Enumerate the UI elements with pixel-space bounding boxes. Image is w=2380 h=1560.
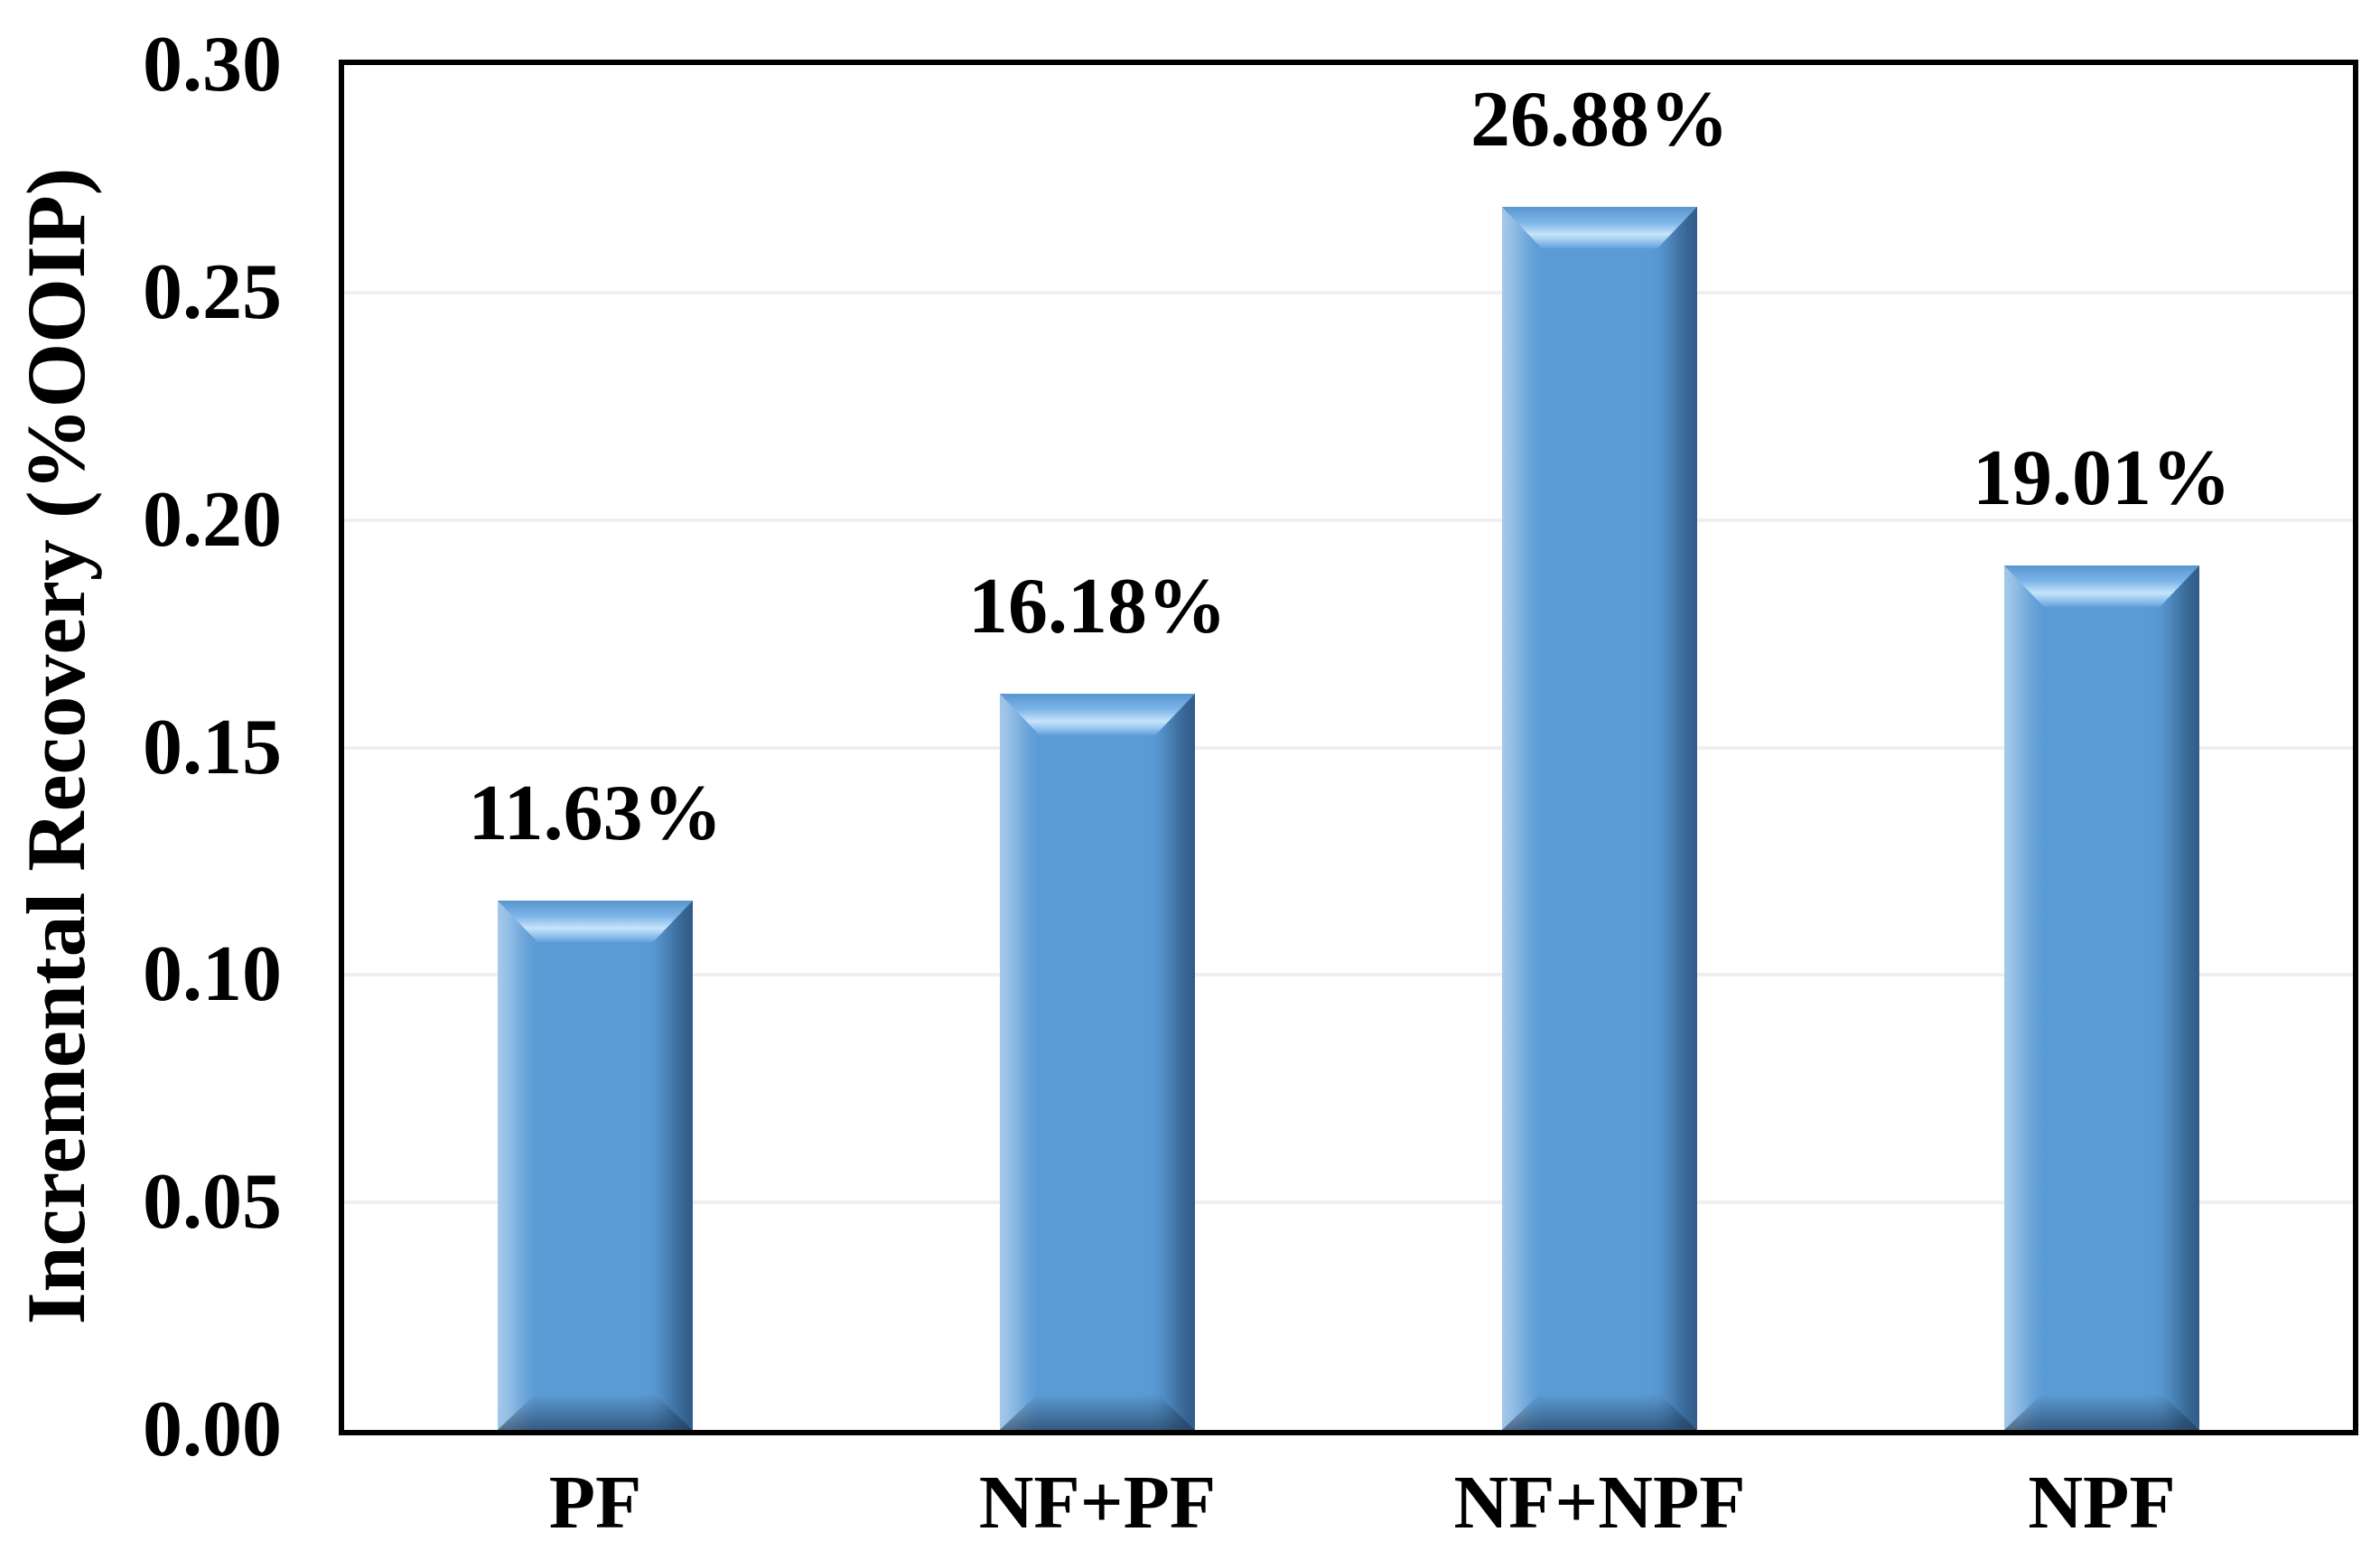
plot-area xyxy=(339,60,2358,1435)
y-tick-label: 0.15 xyxy=(143,704,282,791)
x-axis-label-PF: PF xyxy=(548,1461,642,1545)
y-tick-label: 0.20 xyxy=(143,476,282,564)
x-axis-label-NF+NPF: NF+NPF xyxy=(1453,1461,1746,1545)
bar-NF+PF xyxy=(1000,694,1195,1430)
y-tick-label: 0.25 xyxy=(143,248,282,336)
y-tick-label: 0.10 xyxy=(143,930,282,1018)
bar-value-label: 26.88% xyxy=(1470,76,1729,163)
gridline xyxy=(344,1200,2353,1205)
gridline xyxy=(344,745,2353,750)
gridline xyxy=(344,518,2353,522)
y-tick-label: 0.05 xyxy=(143,1158,282,1246)
x-axis-label-NPF: NPF xyxy=(2028,1461,2176,1545)
bar-NF+NPF xyxy=(1502,207,1697,1430)
bar-NPF xyxy=(2004,565,2199,1430)
y-tick-label: 0.00 xyxy=(143,1386,282,1473)
bar-value-label: 19.01% xyxy=(1973,434,2231,522)
bar-PF xyxy=(498,901,693,1430)
bar-value-label: 11.63% xyxy=(468,770,723,857)
gridline xyxy=(344,973,2353,977)
y-tick-label: 0.30 xyxy=(143,21,282,108)
gridline xyxy=(344,290,2353,294)
bar-value-label: 16.18% xyxy=(968,563,1227,650)
x-axis-label-NF+PF: NF+PF xyxy=(978,1461,1217,1545)
